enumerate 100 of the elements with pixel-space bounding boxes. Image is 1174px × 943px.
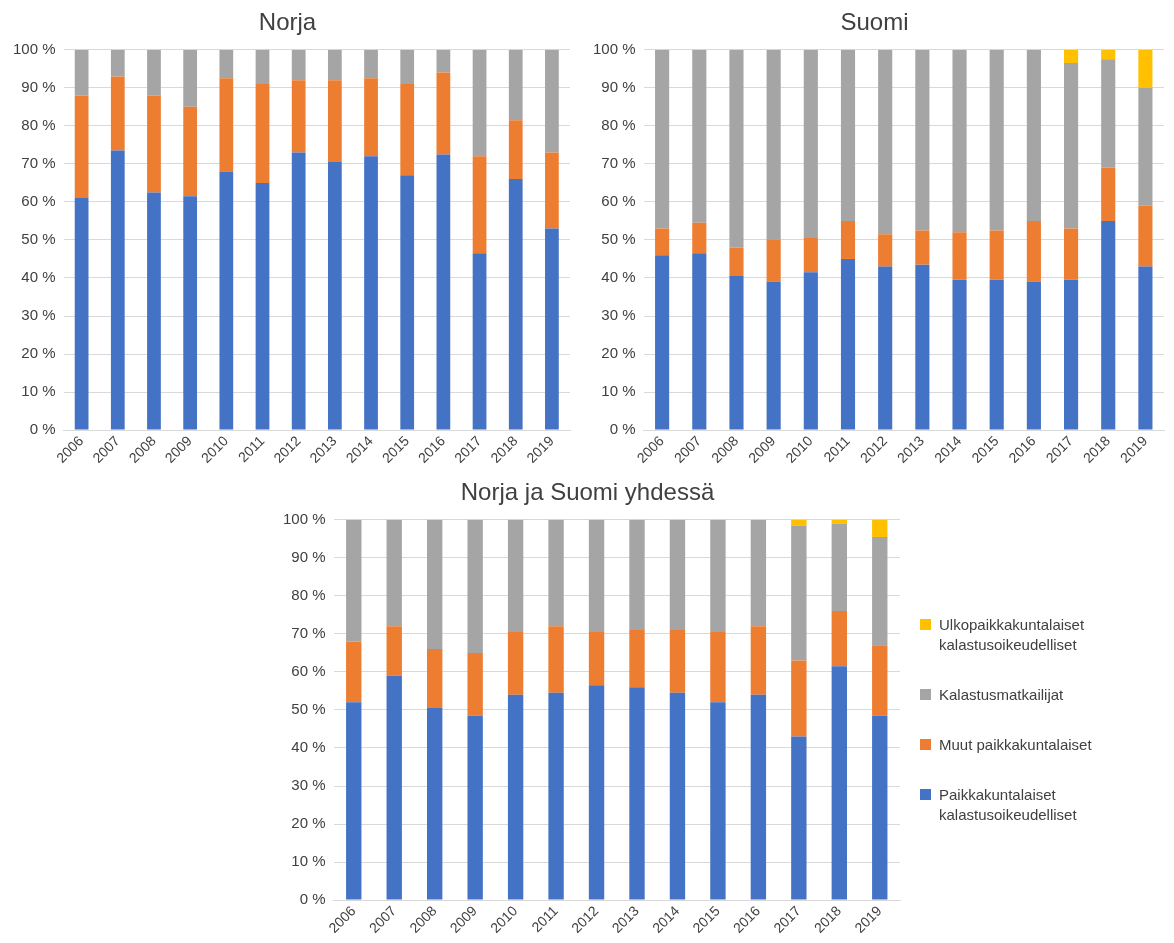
bar bbox=[655, 255, 670, 430]
chart-title: Suomi bbox=[840, 8, 909, 36]
bar bbox=[1026, 220, 1041, 282]
bar bbox=[989, 279, 1004, 430]
legend-label: Ulkopaikkakuntalaiset kalastusoikeudelliset bbox=[939, 615, 1086, 655]
y-tick-label: 60 % bbox=[21, 192, 56, 210]
y-tick-label: 100 % bbox=[592, 39, 636, 57]
bar bbox=[472, 156, 487, 254]
bar bbox=[548, 626, 564, 693]
bar bbox=[467, 652, 483, 716]
bar bbox=[346, 519, 362, 642]
bar bbox=[750, 694, 767, 900]
bar bbox=[1026, 281, 1041, 430]
bar bbox=[872, 715, 888, 900]
bar bbox=[629, 630, 645, 688]
bar bbox=[831, 666, 847, 900]
bar bbox=[507, 519, 524, 632]
bar bbox=[840, 258, 856, 430]
bar bbox=[346, 641, 362, 703]
bar bbox=[692, 222, 707, 254]
bar bbox=[548, 692, 564, 900]
y-tick-label: 90 % bbox=[21, 77, 56, 95]
bar bbox=[147, 95, 161, 193]
chart-title: Norja ja Suomi yhdessä bbox=[460, 478, 715, 506]
bar bbox=[364, 49, 378, 79]
y-tick-label: 0 % bbox=[29, 420, 56, 438]
bar bbox=[655, 49, 670, 229]
bar bbox=[1064, 63, 1079, 229]
bar bbox=[364, 78, 378, 157]
y-tick-label: 40 % bbox=[601, 268, 636, 286]
y-tick-label: 20 % bbox=[601, 344, 636, 362]
bar bbox=[729, 49, 744, 248]
y-tick-label: 50 % bbox=[601, 230, 636, 248]
bar bbox=[548, 519, 564, 627]
bar bbox=[508, 49, 523, 121]
bar bbox=[507, 694, 524, 900]
bar bbox=[878, 266, 893, 430]
y-tick-label: 70 % bbox=[601, 154, 636, 172]
bar bbox=[803, 49, 818, 239]
bar bbox=[692, 253, 707, 430]
bar bbox=[629, 519, 645, 631]
y-tick-label: 10 % bbox=[291, 852, 326, 870]
bar bbox=[729, 247, 744, 277]
legend-label: Paikkakuntalaiset kalastusoikeudelliset bbox=[939, 785, 1078, 825]
bar bbox=[872, 536, 888, 646]
legend-label: Kalastusmatkailijat bbox=[939, 685, 1064, 705]
bar bbox=[291, 152, 306, 430]
bar bbox=[803, 272, 818, 430]
y-tick-label: 30 % bbox=[291, 776, 326, 794]
bar bbox=[750, 519, 767, 627]
bar bbox=[219, 171, 234, 430]
bar bbox=[989, 230, 1004, 280]
bar bbox=[840, 220, 856, 259]
bar bbox=[327, 80, 342, 162]
bar bbox=[588, 519, 605, 632]
bar bbox=[952, 232, 967, 280]
bar bbox=[507, 631, 524, 695]
bar bbox=[872, 645, 888, 716]
y-tick-label: 80 % bbox=[291, 586, 326, 603]
bar bbox=[710, 702, 726, 900]
bar bbox=[110, 49, 125, 77]
bar bbox=[327, 49, 342, 81]
bar bbox=[1064, 228, 1079, 280]
y-tick-label: 0 % bbox=[299, 890, 326, 908]
bar bbox=[508, 179, 523, 430]
bar bbox=[1138, 49, 1153, 88]
bar bbox=[710, 631, 726, 703]
bar bbox=[878, 49, 893, 235]
bar bbox=[436, 49, 451, 73]
bar bbox=[952, 279, 967, 430]
bar bbox=[219, 78, 234, 172]
y-tick-label: 20 % bbox=[21, 344, 56, 362]
bar bbox=[655, 228, 670, 256]
bar bbox=[110, 76, 125, 151]
bar bbox=[1064, 279, 1079, 430]
bar bbox=[400, 175, 415, 430]
y-tick-label: 50 % bbox=[21, 230, 56, 248]
bar bbox=[183, 106, 198, 197]
bar bbox=[147, 192, 161, 430]
y-tick-label: 100 % bbox=[282, 509, 326, 527]
y-tick-label: 0 % bbox=[609, 420, 636, 438]
bar bbox=[791, 519, 807, 526]
bar bbox=[291, 49, 306, 81]
bar bbox=[183, 49, 198, 107]
bar bbox=[840, 49, 856, 221]
bar bbox=[729, 276, 744, 430]
y-tick-label: 70 % bbox=[21, 154, 56, 172]
bar bbox=[952, 49, 967, 233]
bar bbox=[427, 519, 443, 650]
y-tick-label: 90 % bbox=[601, 77, 636, 95]
bar bbox=[766, 49, 781, 240]
bar bbox=[427, 649, 443, 709]
bar bbox=[750, 626, 767, 695]
bar bbox=[831, 519, 847, 524]
bar bbox=[110, 150, 125, 430]
y-tick-label: 10 % bbox=[21, 382, 56, 400]
bar bbox=[1026, 49, 1041, 221]
y-tick-label: 80 % bbox=[21, 116, 56, 133]
bar bbox=[508, 120, 523, 180]
bar bbox=[878, 234, 893, 267]
